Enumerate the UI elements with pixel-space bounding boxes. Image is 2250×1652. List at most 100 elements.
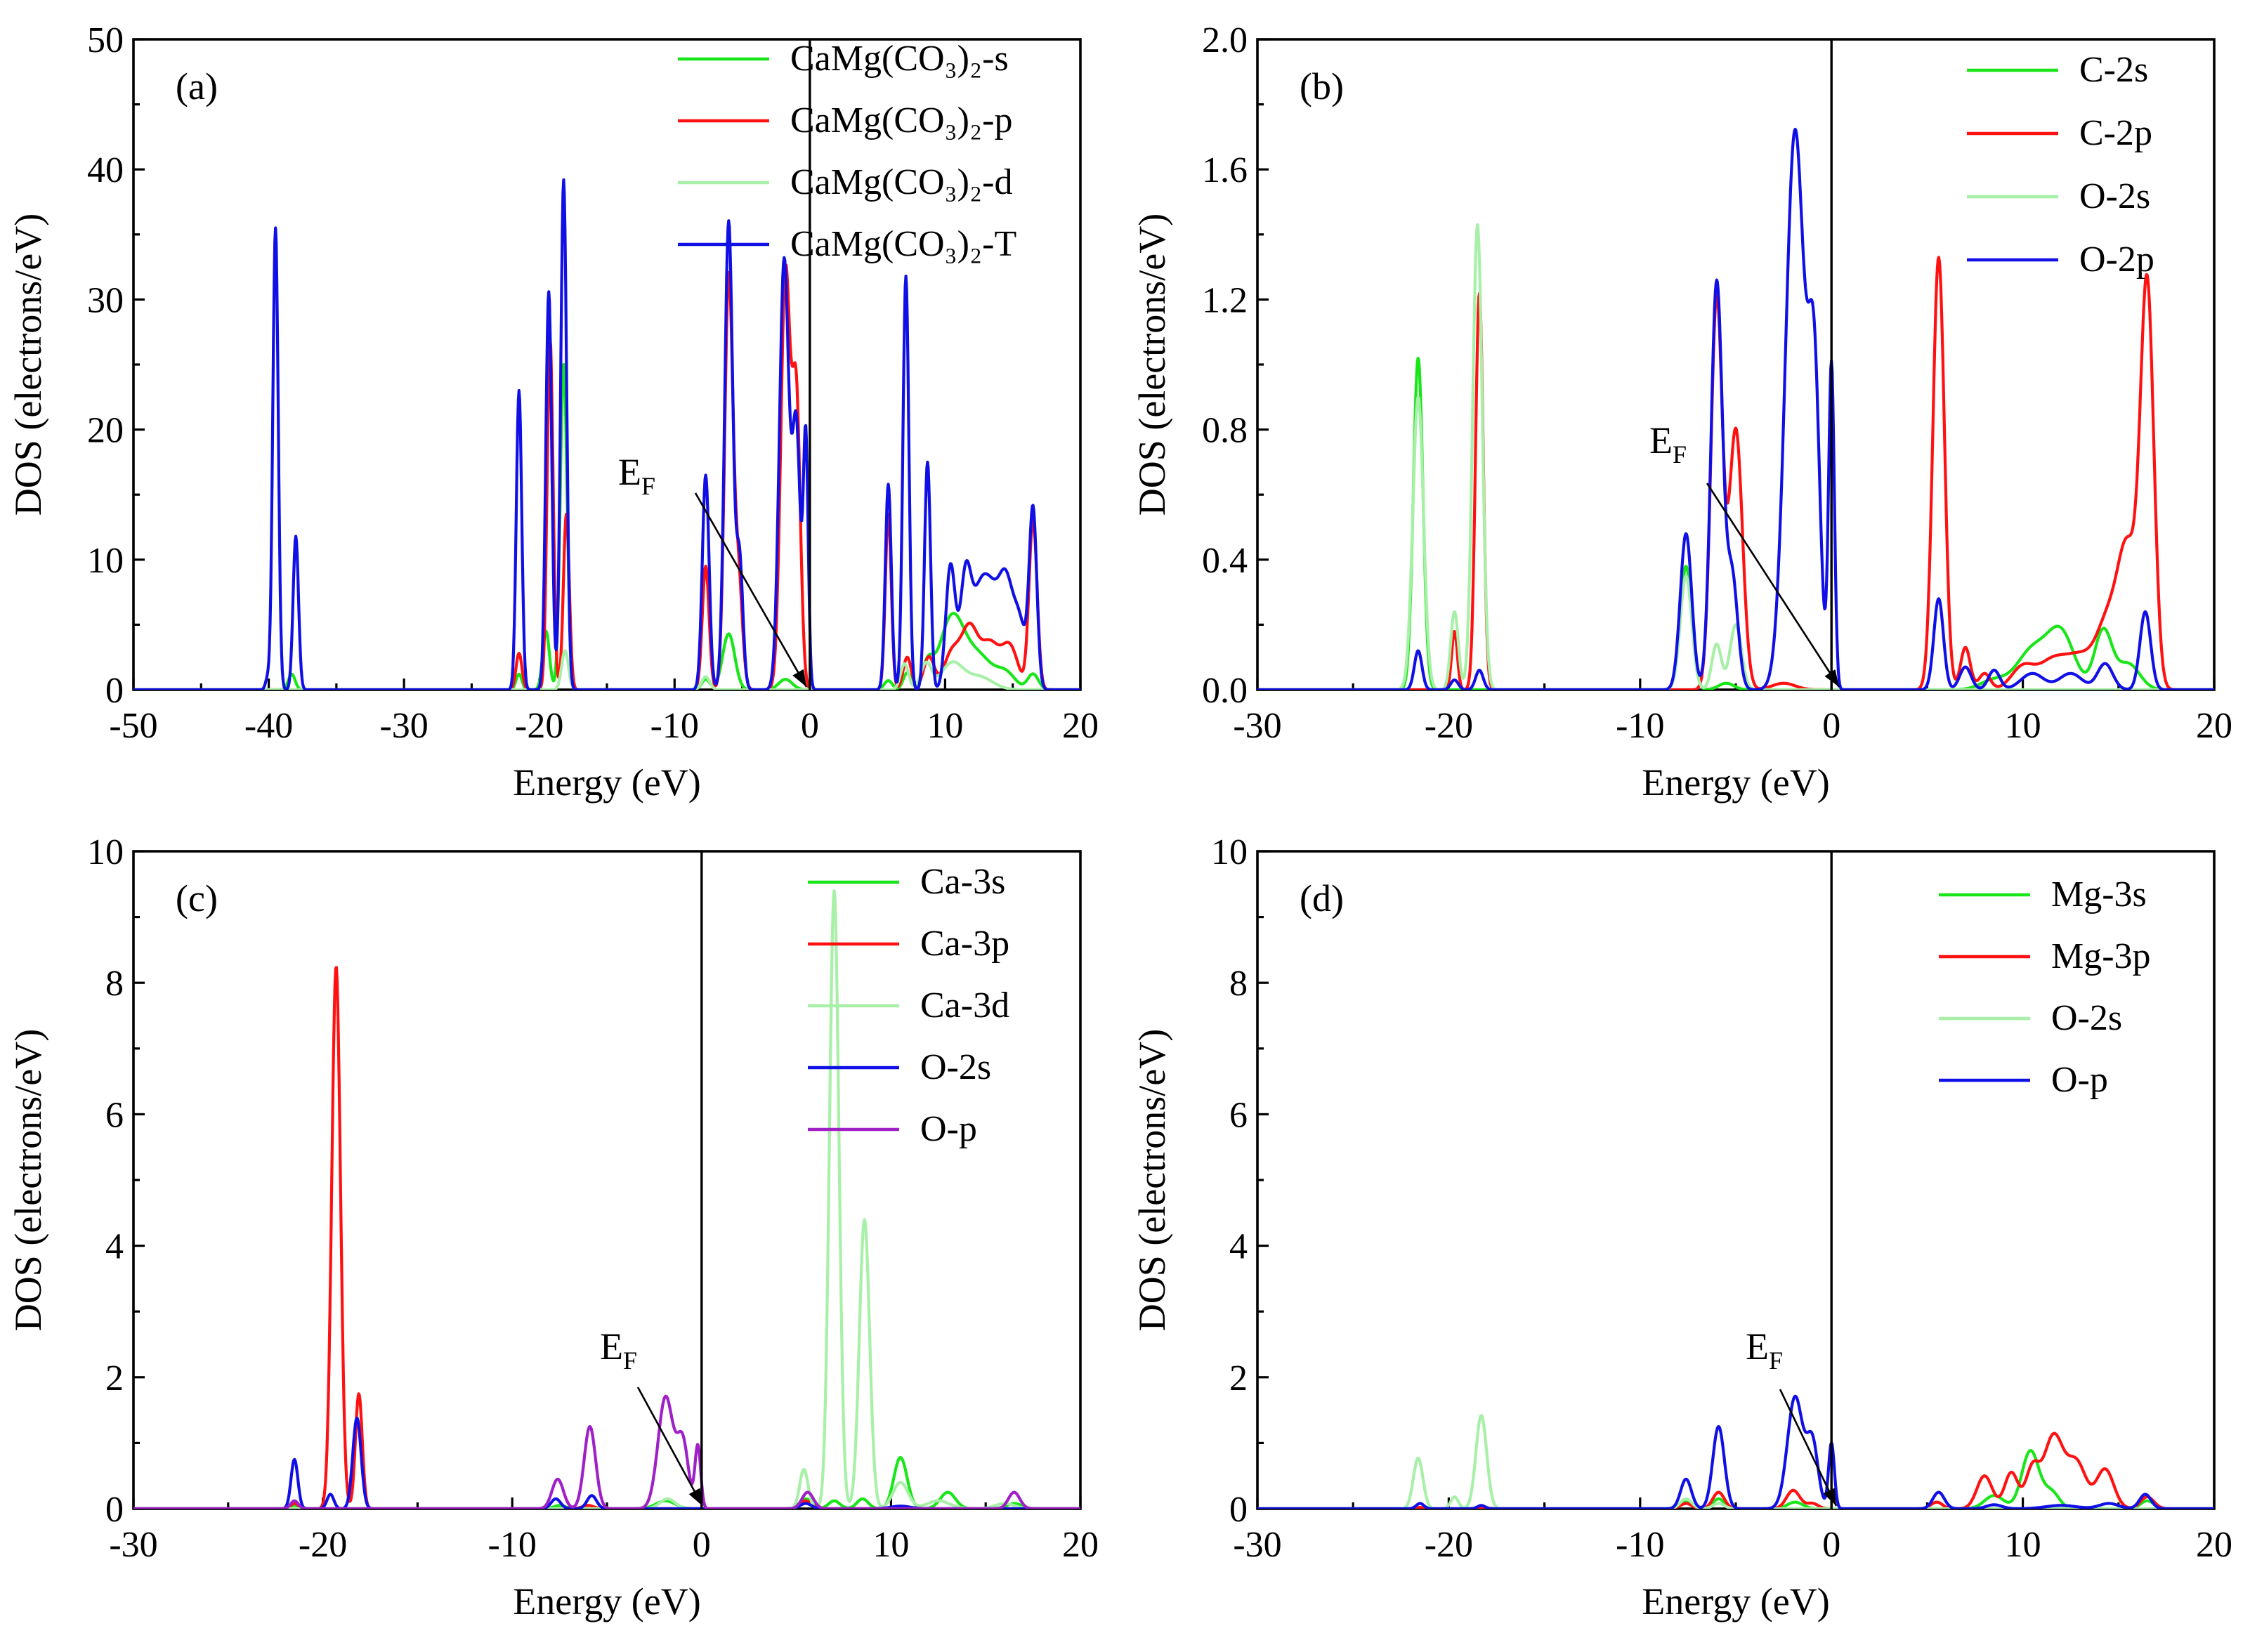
legend-label: CaMg(CO₃)₂-p [790,100,1012,140]
y-tick-label: 1.2 [1202,280,1248,320]
series-line-ca-3d [133,889,1080,1509]
series-line-mg-3p [1257,1431,2214,1509]
fermi-arrow [694,492,808,688]
y-tick-label: 0.8 [1202,411,1248,451]
x-tick-label: 0 [1822,1525,1840,1565]
x-tick-label: -30 [1233,706,1281,746]
fermi-label-sub: F [1769,1346,1783,1375]
x-tick-label: -10 [488,1525,537,1565]
x-tick-label: 20 [1062,706,1099,746]
x-tick-label: 0 [801,706,819,746]
legend-label: O-2s [920,1047,991,1087]
x-tick-label: -20 [1425,706,1473,746]
x-tick-label: -30 [109,1525,157,1565]
legend-label: Ca-3p [920,924,1009,964]
fermi-label: EF [618,451,655,500]
y-axis-title: DOS (electrons/eV) [7,1029,49,1331]
x-axis-title: Energy (eV) [1642,761,1829,804]
y-tick-label: 20 [87,411,124,451]
fermi-arrow-head [688,1488,702,1506]
y-tick-label: 40 [87,150,124,190]
series-line-mg-3s [1257,1449,2214,1509]
legend-label: O-p [2051,1060,2108,1100]
x-tick-label: 10 [2005,1525,2041,1565]
y-axis-title: DOS (electrons/eV) [7,214,49,516]
x-tick-label: -20 [299,1525,347,1565]
fermi-label-main: E [618,451,641,493]
x-tick-label: 20 [2196,706,2232,746]
y-tick-label: 2 [105,1358,124,1398]
x-tick-label: -30 [1233,1525,1281,1565]
y-axis-title: DOS (electrons/eV) [1131,1029,1173,1331]
series-line-o-2s [1257,223,2214,690]
panel-label: (d) [1300,877,1344,919]
legend-label: O-2s [2079,176,2150,216]
y-tick-label: 4 [1229,1227,1248,1267]
x-tick-label: 10 [2005,706,2041,746]
x-tick-label: -50 [109,706,157,746]
fermi-arrow [1779,1389,1838,1507]
legend-label: O-2s [2051,998,2122,1038]
fermi-arrow-head [1824,669,1839,687]
series-line-o-p [133,1394,1080,1509]
fermi-label-main: E [600,1325,623,1368]
legend-label: C-2p [2079,113,2152,153]
y-tick-label: 30 [87,280,124,320]
series-line-camg-co-d [133,649,1080,690]
y-tick-label: 2 [1229,1358,1248,1398]
series-line-o-2s [1257,1414,2214,1509]
series-line-camg-co-p [133,263,1080,690]
y-tick-label: 6 [105,1095,124,1135]
series-line-camg-co-s [133,362,1080,690]
x-tick-label: -30 [379,706,428,746]
series-line-o-2s [133,1417,1080,1509]
series-group [1257,1394,2214,1509]
y-tick-label: 0.0 [1202,671,1248,711]
x-tick-label: 10 [872,1525,909,1565]
x-tick-label: -10 [1616,706,1664,746]
fermi-arrow [636,1386,704,1507]
y-tick-label: 0.4 [1202,541,1248,581]
legend-label: Ca-3d [920,985,1009,1025]
legend-label: CaMg(CO₃)₂-d [790,162,1012,202]
y-tick-label: 2.0 [1202,20,1248,60]
legend-label: C-2s [2079,50,2148,90]
x-tick-label: -20 [1425,1525,1473,1565]
panel-c: -30 -20 -10 0 10 20 0 2 4 6 8 10 Energy (eV) DOS (ele… [7,832,1099,1622]
y-tick-label: 10 [1211,832,1248,872]
panel-label: (c) [176,877,218,919]
panel-label: (b) [1300,65,1344,107]
x-tick-label: -10 [1616,1525,1664,1565]
fermi-label-sub: F [641,472,655,500]
y-tick-label: 1.6 [1202,150,1248,190]
y-tick-label: 8 [105,964,124,1004]
x-tick-label: 10 [927,706,963,746]
fermi-arrow-head [792,669,806,687]
series-line-c-2p [1257,256,2214,690]
legend-label: CaMg(CO₃)₂-T [790,224,1016,264]
fermi-label-main: E [1649,419,1673,461]
legend-label: Mg-3s [2051,874,2147,914]
series-line-o-2p [1257,127,2214,690]
x-tick-label: 20 [1062,1525,1099,1565]
y-tick-label: 0 [105,671,124,711]
fermi-label: EF [1649,419,1687,468]
panel-a: -50 -40 -30 -20 -10 0 20 10 0 10 20 30 40 50 Energy (e… [7,20,1099,804]
fermi-label: EF [600,1325,637,1375]
series-line-o-p [1257,1394,2214,1509]
y-tick-label: 50 [87,20,124,60]
y-tick-label: 4 [105,1227,124,1267]
y-axis-title: DOS (electrons/eV) [1131,214,1173,516]
fermi-arrow-head [1823,1488,1836,1506]
y-tick-label: 10 [87,832,124,872]
y-tick-label: 0 [105,1490,124,1530]
panel-label: (a) [176,65,218,107]
legend-label: Ca-3s [920,862,1005,902]
y-tick-label: 6 [1229,1095,1248,1135]
y-tick-label: 8 [1229,964,1248,1004]
series-group [1257,127,2214,690]
panel-b: -30 -20 -10 0 10 20 0.0 0.4 0.8 1.2 1.6 2.0 Energy (… [1131,20,2232,804]
fermi-label-sub: F [623,1346,637,1375]
series-line-c-2s [1257,356,2214,690]
